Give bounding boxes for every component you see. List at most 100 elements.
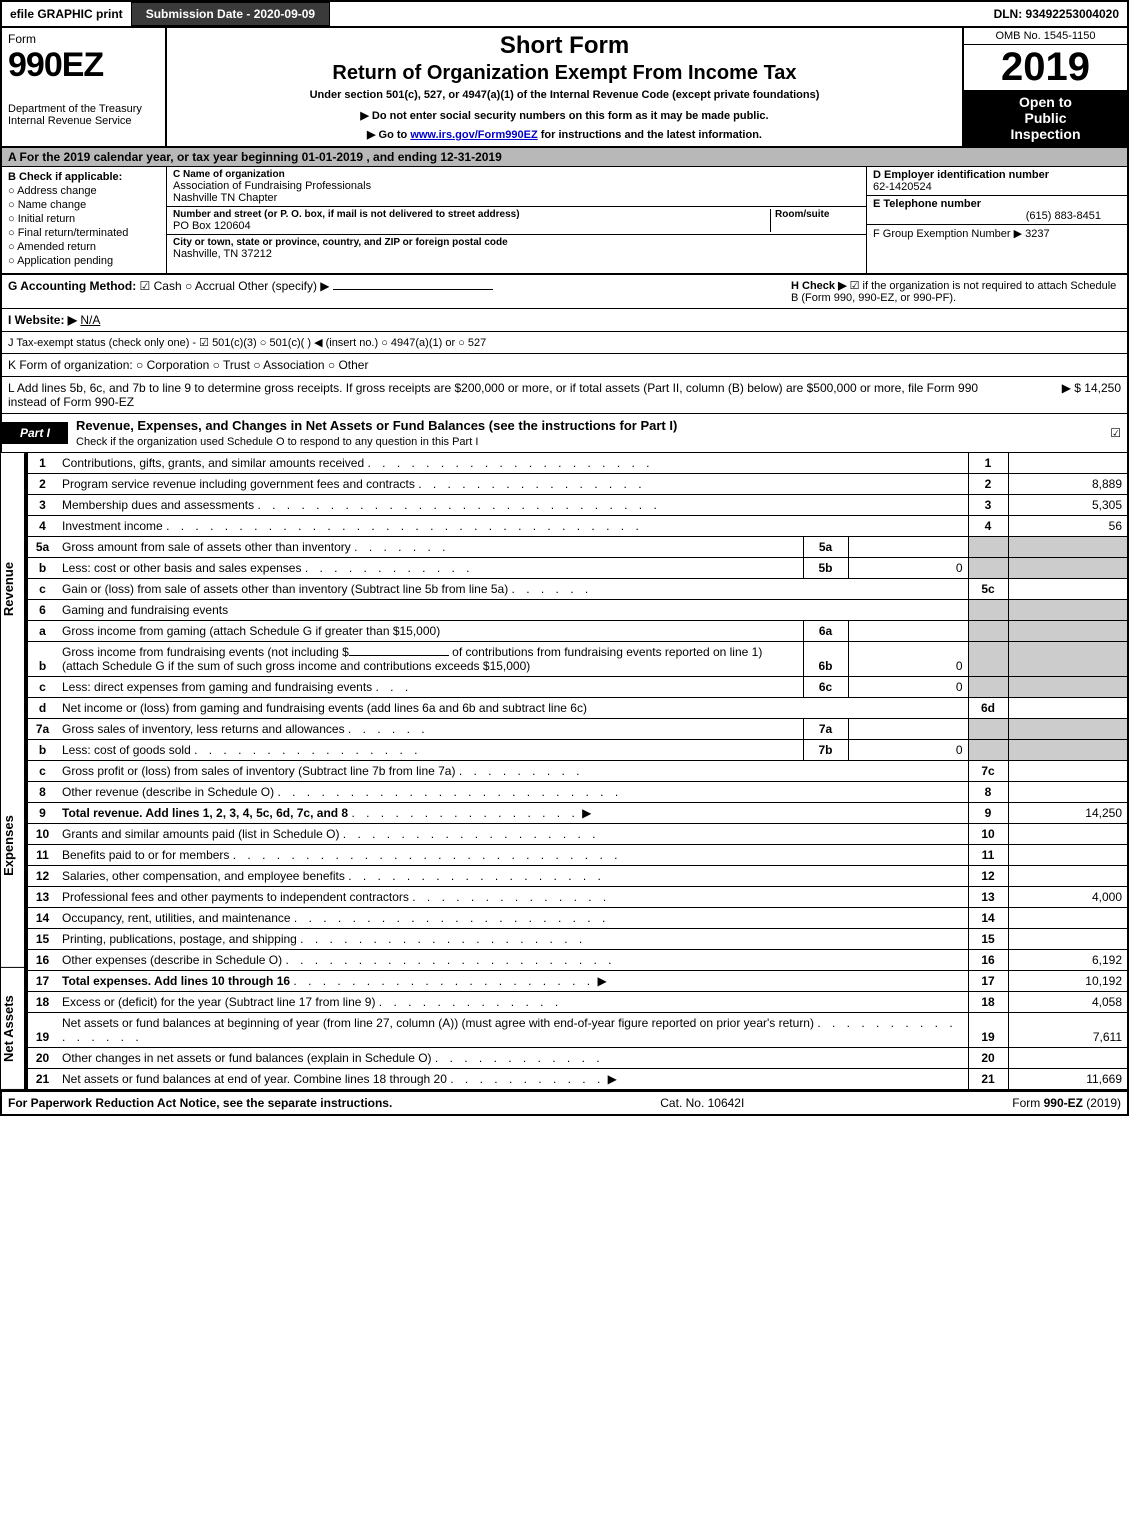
row-2: 2 Program service revenue including gove… xyxy=(27,474,1128,495)
r6b-ln-shade xyxy=(968,642,1008,677)
dots-icon: . . . . . . . . . . . . xyxy=(435,1051,604,1065)
dots-icon: . . . . . . . . . . . . . . . . . . . . xyxy=(300,932,586,946)
r6-num: 6 xyxy=(27,600,57,621)
r2-num: 2 xyxy=(27,474,57,495)
r2-desc: Program service revenue including govern… xyxy=(62,477,415,491)
r7a-sv xyxy=(848,719,968,740)
r19-ln: 19 xyxy=(968,1013,1008,1048)
r14-ln: 14 xyxy=(968,908,1008,929)
row-7b: b Less: cost of goods sold . . . . . . .… xyxy=(27,740,1128,761)
row-10: 10 Grants and similar amounts paid (list… xyxy=(27,824,1128,845)
group-exemption-row: F Group Exemption Number ▶ 3237 xyxy=(867,225,1127,242)
row-17: 17 Total expenses. Add lines 10 through … xyxy=(27,971,1128,992)
tab-revenue: Revenue xyxy=(0,453,26,725)
footer-form: 990-EZ xyxy=(1044,1096,1083,1110)
r7b-sv: 0 xyxy=(848,740,968,761)
g-cash[interactable]: Cash xyxy=(140,279,182,293)
row-1: 1 Contributions, gifts, grants, and simi… xyxy=(27,453,1128,474)
g-other[interactable]: Other (specify) ▶ xyxy=(238,279,329,293)
open-line1: Open to xyxy=(968,94,1123,110)
chk-amended-return[interactable]: Amended return xyxy=(8,241,160,253)
g-accrual[interactable]: Accrual xyxy=(185,279,235,293)
r15-ln: 15 xyxy=(968,929,1008,950)
r7b-num: b xyxy=(27,740,57,761)
row-9: 9 Total revenue. Add lines 1, 2, 3, 4, 5… xyxy=(27,803,1128,824)
r4-val: 56 xyxy=(1008,516,1128,537)
r17-num: 17 xyxy=(27,971,57,992)
row-6d: d Net income or (loss) from gaming and f… xyxy=(27,698,1128,719)
h-label: H Check ▶ xyxy=(791,280,850,292)
r19-num: 19 xyxy=(27,1013,57,1048)
r8-ln: 8 xyxy=(968,782,1008,803)
l-text: L Add lines 5b, 6c, and 7b to line 9 to … xyxy=(8,381,1001,409)
r6c-sv: 0 xyxy=(848,677,968,698)
r13-val: 4,000 xyxy=(1008,887,1128,908)
r9-ln: 9 xyxy=(968,803,1008,824)
dots-icon: . . . . . . . . . . . xyxy=(450,1072,604,1086)
g-other-input[interactable] xyxy=(333,289,493,290)
part-i-schedule-o-check[interactable] xyxy=(1110,426,1127,440)
dots-icon: . . . . . . xyxy=(512,582,593,596)
chk-application-pending[interactable]: Application pending xyxy=(8,255,160,267)
chk-name-change[interactable]: Name change xyxy=(8,199,160,211)
r18-desc: Excess or (deficit) for the year (Subtra… xyxy=(62,995,375,1009)
arrow-icon: ▶ xyxy=(582,806,591,820)
r6c-sb: 6c xyxy=(803,677,848,698)
r6c-num: c xyxy=(27,677,57,698)
r6d-val xyxy=(1008,698,1128,719)
r20-ln: 20 xyxy=(968,1048,1008,1069)
arrow-icon: ▶ xyxy=(597,974,606,988)
r6b-sv: 0 xyxy=(848,642,968,677)
dots-icon: . . . . . . . . . xyxy=(459,764,584,778)
r13-ln: 13 xyxy=(968,887,1008,908)
r2-val: 8,889 xyxy=(1008,474,1128,495)
r18-val: 4,058 xyxy=(1008,992,1128,1013)
r11-num: 11 xyxy=(27,845,57,866)
tax-period-bar: A For the 2019 calendar year, or tax yea… xyxy=(0,148,1129,167)
short-form-title: Short Form xyxy=(173,32,956,60)
row-5a: 5a Gross amount from sale of assets othe… xyxy=(27,537,1128,558)
dots-icon: . . . . . . . . . . . . . . . . . . . . … xyxy=(166,519,643,533)
r6a-desc: Gross income from gaming (attach Schedul… xyxy=(57,621,803,642)
chk-initial-return[interactable]: Initial return xyxy=(8,213,160,225)
dots-icon: . . . . . . . . . . . . . . . . . . . . … xyxy=(233,848,622,862)
chk-address-change[interactable]: Address change xyxy=(8,185,160,197)
org-name2: Nashville TN Chapter xyxy=(173,192,860,204)
r6a-sb: 6a xyxy=(803,621,848,642)
r21-num: 21 xyxy=(27,1069,57,1090)
h-checkbox[interactable] xyxy=(850,280,863,292)
org-name-hdr: C Name of organization xyxy=(173,169,860,180)
ein-label: D Employer identification number xyxy=(873,169,1049,181)
r3-num: 3 xyxy=(27,495,57,516)
r7c-ln: 7c xyxy=(968,761,1008,782)
r5a-desc: Gross amount from sale of assets other t… xyxy=(62,540,351,554)
r19-desc: Net assets or fund balances at beginning… xyxy=(62,1016,814,1030)
r5b-val-shade xyxy=(1008,558,1128,579)
tab-net-assets: Net Assets xyxy=(0,968,26,1090)
r6b-sb: 6b xyxy=(803,642,848,677)
r5a-val-shade xyxy=(1008,537,1128,558)
r5a-sv xyxy=(848,537,968,558)
form-word: Form xyxy=(8,32,159,46)
under-section: Under section 501(c), 527, or 4947(a)(1)… xyxy=(173,89,956,101)
irs-link[interactable]: www.irs.gov/Form990EZ xyxy=(410,129,537,141)
row-6a: a Gross income from gaming (attach Sched… xyxy=(27,621,1128,642)
row-7c: c Gross profit or (loss) from sales of i… xyxy=(27,761,1128,782)
website-val: N/A xyxy=(80,313,100,327)
org-name-row: C Name of organization Association of Fu… xyxy=(167,167,866,207)
dots-icon: . . . . . . . . . . . . . . . . . . . . … xyxy=(285,953,615,967)
part-i-sub: Check if the organization used Schedule … xyxy=(76,436,478,448)
dln-label: DLN: 93492253004020 xyxy=(986,3,1127,25)
r9-num: 9 xyxy=(27,803,57,824)
r7c-num: c xyxy=(27,761,57,782)
part-i-body: Revenue Expenses Net Assets 1 Contributi… xyxy=(0,453,1129,1092)
chk-final-return[interactable]: Final return/terminated xyxy=(8,227,160,239)
return-title: Return of Organization Exempt From Incom… xyxy=(173,62,956,85)
r5a-num: 5a xyxy=(27,537,57,558)
row-20: 20 Other changes in net assets or fund b… xyxy=(27,1048,1128,1069)
r6b-blank[interactable] xyxy=(349,655,449,656)
lines-table: 1 Contributions, gifts, grants, and simi… xyxy=(26,453,1129,1090)
r5b-desc: Less: cost or other basis and sales expe… xyxy=(62,561,301,575)
line-j: J Tax-exempt status (check only one) - ☑… xyxy=(0,332,1129,354)
ein-row: D Employer identification number 62-1420… xyxy=(867,167,1127,196)
